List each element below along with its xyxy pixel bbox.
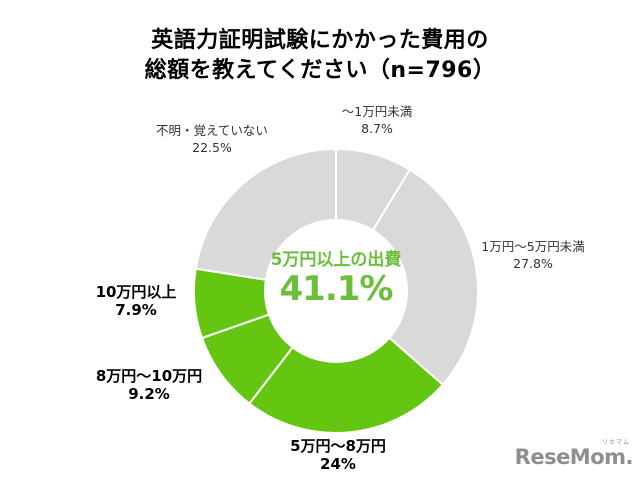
- segment-name: 5万円～8万円: [290, 437, 386, 455]
- segment-name: 不明・覚えていない: [156, 123, 268, 138]
- segment-label-50k-80k: 5万円～8万円 24%: [290, 437, 386, 473]
- pie-slice-5: [194, 148, 337, 281]
- logo-text: ReseMom.: [514, 445, 634, 469]
- segment-label-over-100k: 10万円以上 7.9%: [96, 283, 177, 319]
- segment-percent: 22.5%: [192, 140, 232, 155]
- pie-slice-1: [371, 168, 479, 386]
- center-caption: 5万円以上の出費: [270, 250, 402, 270]
- segment-label-unknown: 不明・覚えていない 22.5%: [156, 122, 268, 156]
- logo-ruby-text: リセマム: [601, 439, 630, 446]
- segment-name: ～1万円未満: [341, 104, 413, 119]
- segment-percent: 27.8%: [513, 256, 553, 271]
- segment-name: 10万円以上: [95, 283, 177, 301]
- chart-title-line1: 英語力証明試験にかかった費用の: [151, 28, 489, 53]
- segment-label-10k-50k: 1万円～5万円未満 27.8%: [481, 238, 584, 272]
- segment-label-80k-100k: 8万円～10万円 9.2%: [96, 367, 202, 403]
- segment-percent: 8.7%: [361, 121, 393, 136]
- segment-percent: 24%: [320, 455, 356, 473]
- segment-percent: 9.2%: [128, 385, 170, 403]
- segment-label-under-10k: ～1万円未満 8.7%: [342, 103, 412, 137]
- chart-title: 英語力証明試験にかかった費用の 総額を教えてください（n=796）: [0, 26, 640, 86]
- segment-percent: 7.9%: [115, 301, 157, 319]
- chart-title-line2: 総額を教えてください（n=796）: [144, 58, 496, 83]
- segment-name: 8万円～10万円: [95, 367, 203, 385]
- resemom-logo: リセマム ReseMom.: [514, 440, 634, 469]
- center-value: 41.1%: [279, 269, 394, 309]
- pie-slice-2: [248, 336, 444, 434]
- segment-name: 1万円～5万円未満: [481, 239, 585, 254]
- donut-center-label: 5万円以上の出費 41.1%: [271, 250, 402, 308]
